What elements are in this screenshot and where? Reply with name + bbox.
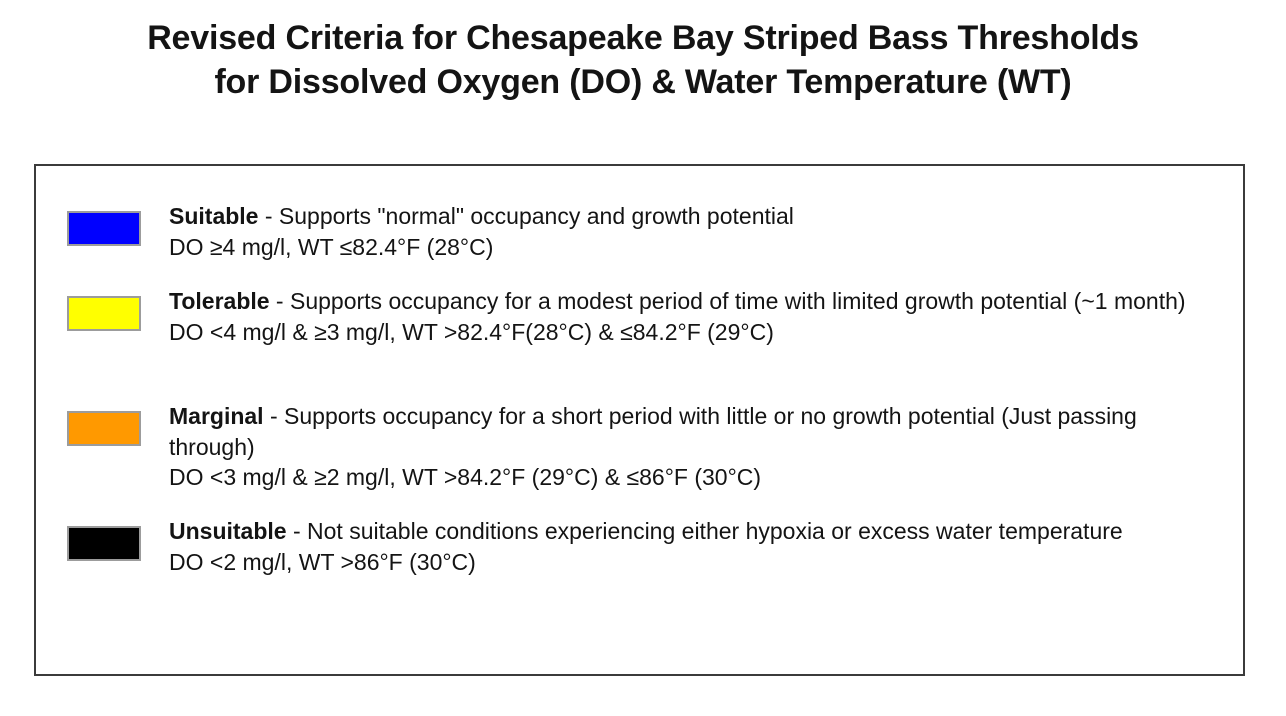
legend-term-marginal: Marginal [169,403,264,429]
page-title-line-2: for Dissolved Oxygen (DO) & Water Temper… [214,63,1072,101]
legend-criteria-tolerable: DO <4 mg/l & ≥3 mg/l, WT >82.4°F(28°C) &… [169,318,774,345]
legend-item-text-unsuitable: Unsuitable - Not suitable conditions exp… [169,516,1225,577]
legend-description-unsuitable: Not suitable conditions experiencing eit… [307,518,1123,544]
legend-item-text-marginal: Marginal - Supports occupancy for a shor… [169,401,1225,493]
legend-item-heading: Tolerable - Supports occupancy for a mod… [169,286,1225,317]
legend-panel: Suitable - Supports "normal" occupancy a… [34,164,1245,676]
legend-description-marginal: Supports occupancy for a short period wi… [169,403,1137,460]
legend-item-heading: Suitable - Supports "normal" occupancy a… [169,201,1225,232]
color-swatch-yellow [67,296,141,331]
color-swatch-blue [67,211,141,246]
legend-criteria-unsuitable: DO <2 mg/l, WT >86°F (30°C) [169,548,476,575]
legend-criteria-suitable: DO ≥4 mg/l, WT ≤82.4°F (28°C) [169,233,494,260]
color-swatch-black [67,526,141,561]
page-title-line-1: Revised Criteria for Chesapeake Bay Stri… [147,19,1139,57]
legend-item-text-tolerable: Tolerable - Supports occupancy for a mod… [169,286,1225,347]
legend-item-text-suitable: Suitable - Supports "normal" occupancy a… [169,201,1225,262]
legend-criteria-marginal: DO <3 mg/l & ≥2 mg/l, WT >84.2°F (29°C) … [169,464,762,490]
legend-term-suitable: Suitable [169,203,259,229]
legend-item-heading: Unsuitable - Not suitable conditions exp… [169,516,1225,547]
legend-separator: - [263,403,285,429]
legend-term-tolerable: Tolerable [169,288,270,314]
color-swatch-orange [67,411,141,446]
legend-separator: - [269,288,290,314]
legend-separator: - [286,518,308,544]
legend-separator: - [258,203,279,229]
legend-description-tolerable: Supports occupancy for a modest period o… [290,288,1186,314]
page-title: Revised Criteria for Chesapeake Bay Stri… [0,16,1286,104]
legend-item-heading: Marginal - Supports occupancy for a shor… [169,401,1225,462]
legend-term-unsuitable: Unsuitable [169,518,287,544]
legend-description-suitable: Supports "normal" occupancy and growth p… [278,203,794,229]
